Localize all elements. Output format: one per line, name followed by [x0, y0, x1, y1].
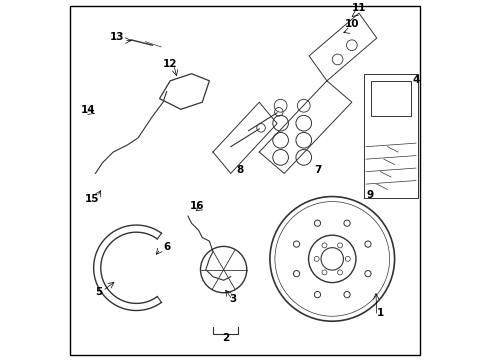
- Text: 12: 12: [163, 59, 177, 68]
- Text: 11: 11: [352, 3, 367, 13]
- Text: 15: 15: [85, 194, 99, 204]
- Text: 5: 5: [96, 287, 103, 297]
- Text: 2: 2: [222, 333, 229, 343]
- Text: 7: 7: [315, 165, 322, 175]
- Text: 4: 4: [413, 75, 420, 85]
- Text: 10: 10: [345, 19, 359, 30]
- Text: 14: 14: [81, 105, 96, 115]
- Text: 3: 3: [229, 294, 236, 303]
- Text: 16: 16: [190, 201, 204, 211]
- Text: 13: 13: [110, 32, 124, 42]
- Text: 6: 6: [163, 242, 171, 252]
- Text: 8: 8: [236, 165, 243, 175]
- Text: 9: 9: [366, 190, 373, 201]
- Text: 1: 1: [377, 308, 384, 318]
